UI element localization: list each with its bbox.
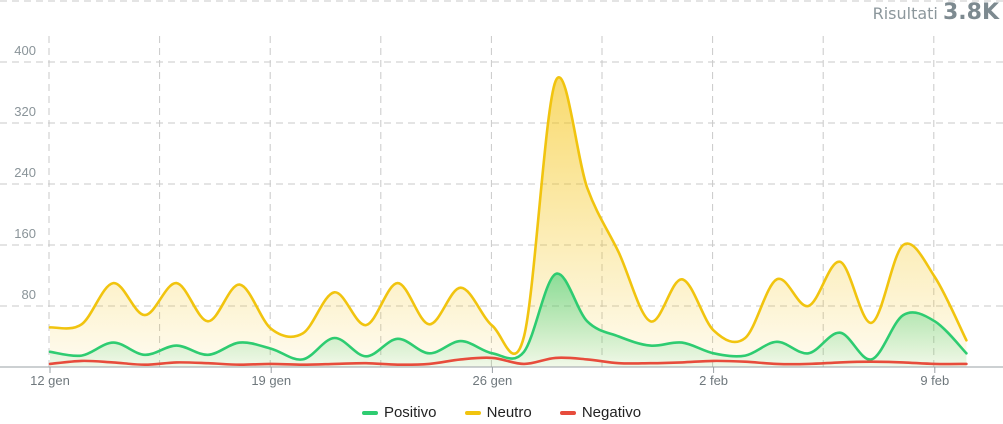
series-line-positivo [48,272,968,361]
x-tick-label: 9 feb [920,373,949,388]
y-tick-label: 400 [14,43,36,58]
series-line-negativo [48,356,968,367]
x-tick-label: 26 gen [473,373,513,388]
y-tick-label: 240 [14,165,36,180]
y-tick-label: 160 [14,226,36,241]
legend-swatch-positivo [361,411,378,416]
legend-label-positivo: Positivo [383,404,437,421]
results-label: Risultati [872,4,938,23]
x-tick-label: 12 gen [30,373,70,388]
x-tick-label: 19 gen [251,373,291,388]
sentiment-area-chart: 80 160 240 320 400 12 gen 19 gen 26 gen 2 feb 9 f… [0,0,1003,388]
legend-item-neutro[interactable]: Neutro [464,404,532,421]
series-area-neutro [50,77,967,367]
legend-swatch-negativo [559,411,576,416]
results-summary: Risultati 3.8K [873,0,999,25]
results-value: 3.8K [942,0,999,25]
legend-swatch-neutro [464,411,481,416]
chart-legend: Positivo Neutro Negativo [0,404,1003,421]
y-tick-label: 320 [14,104,36,119]
x-tick-label: 2 feb [699,373,728,388]
y-tick-label: 80 [22,287,36,302]
legend-item-negativo[interactable]: Negativo [559,404,642,421]
legend-item-positivo[interactable]: Positivo [361,404,437,421]
series-line-neutro [48,76,968,355]
legend-label-negativo: Negativo [581,404,642,421]
legend-label-neutro: Neutro [486,404,532,421]
